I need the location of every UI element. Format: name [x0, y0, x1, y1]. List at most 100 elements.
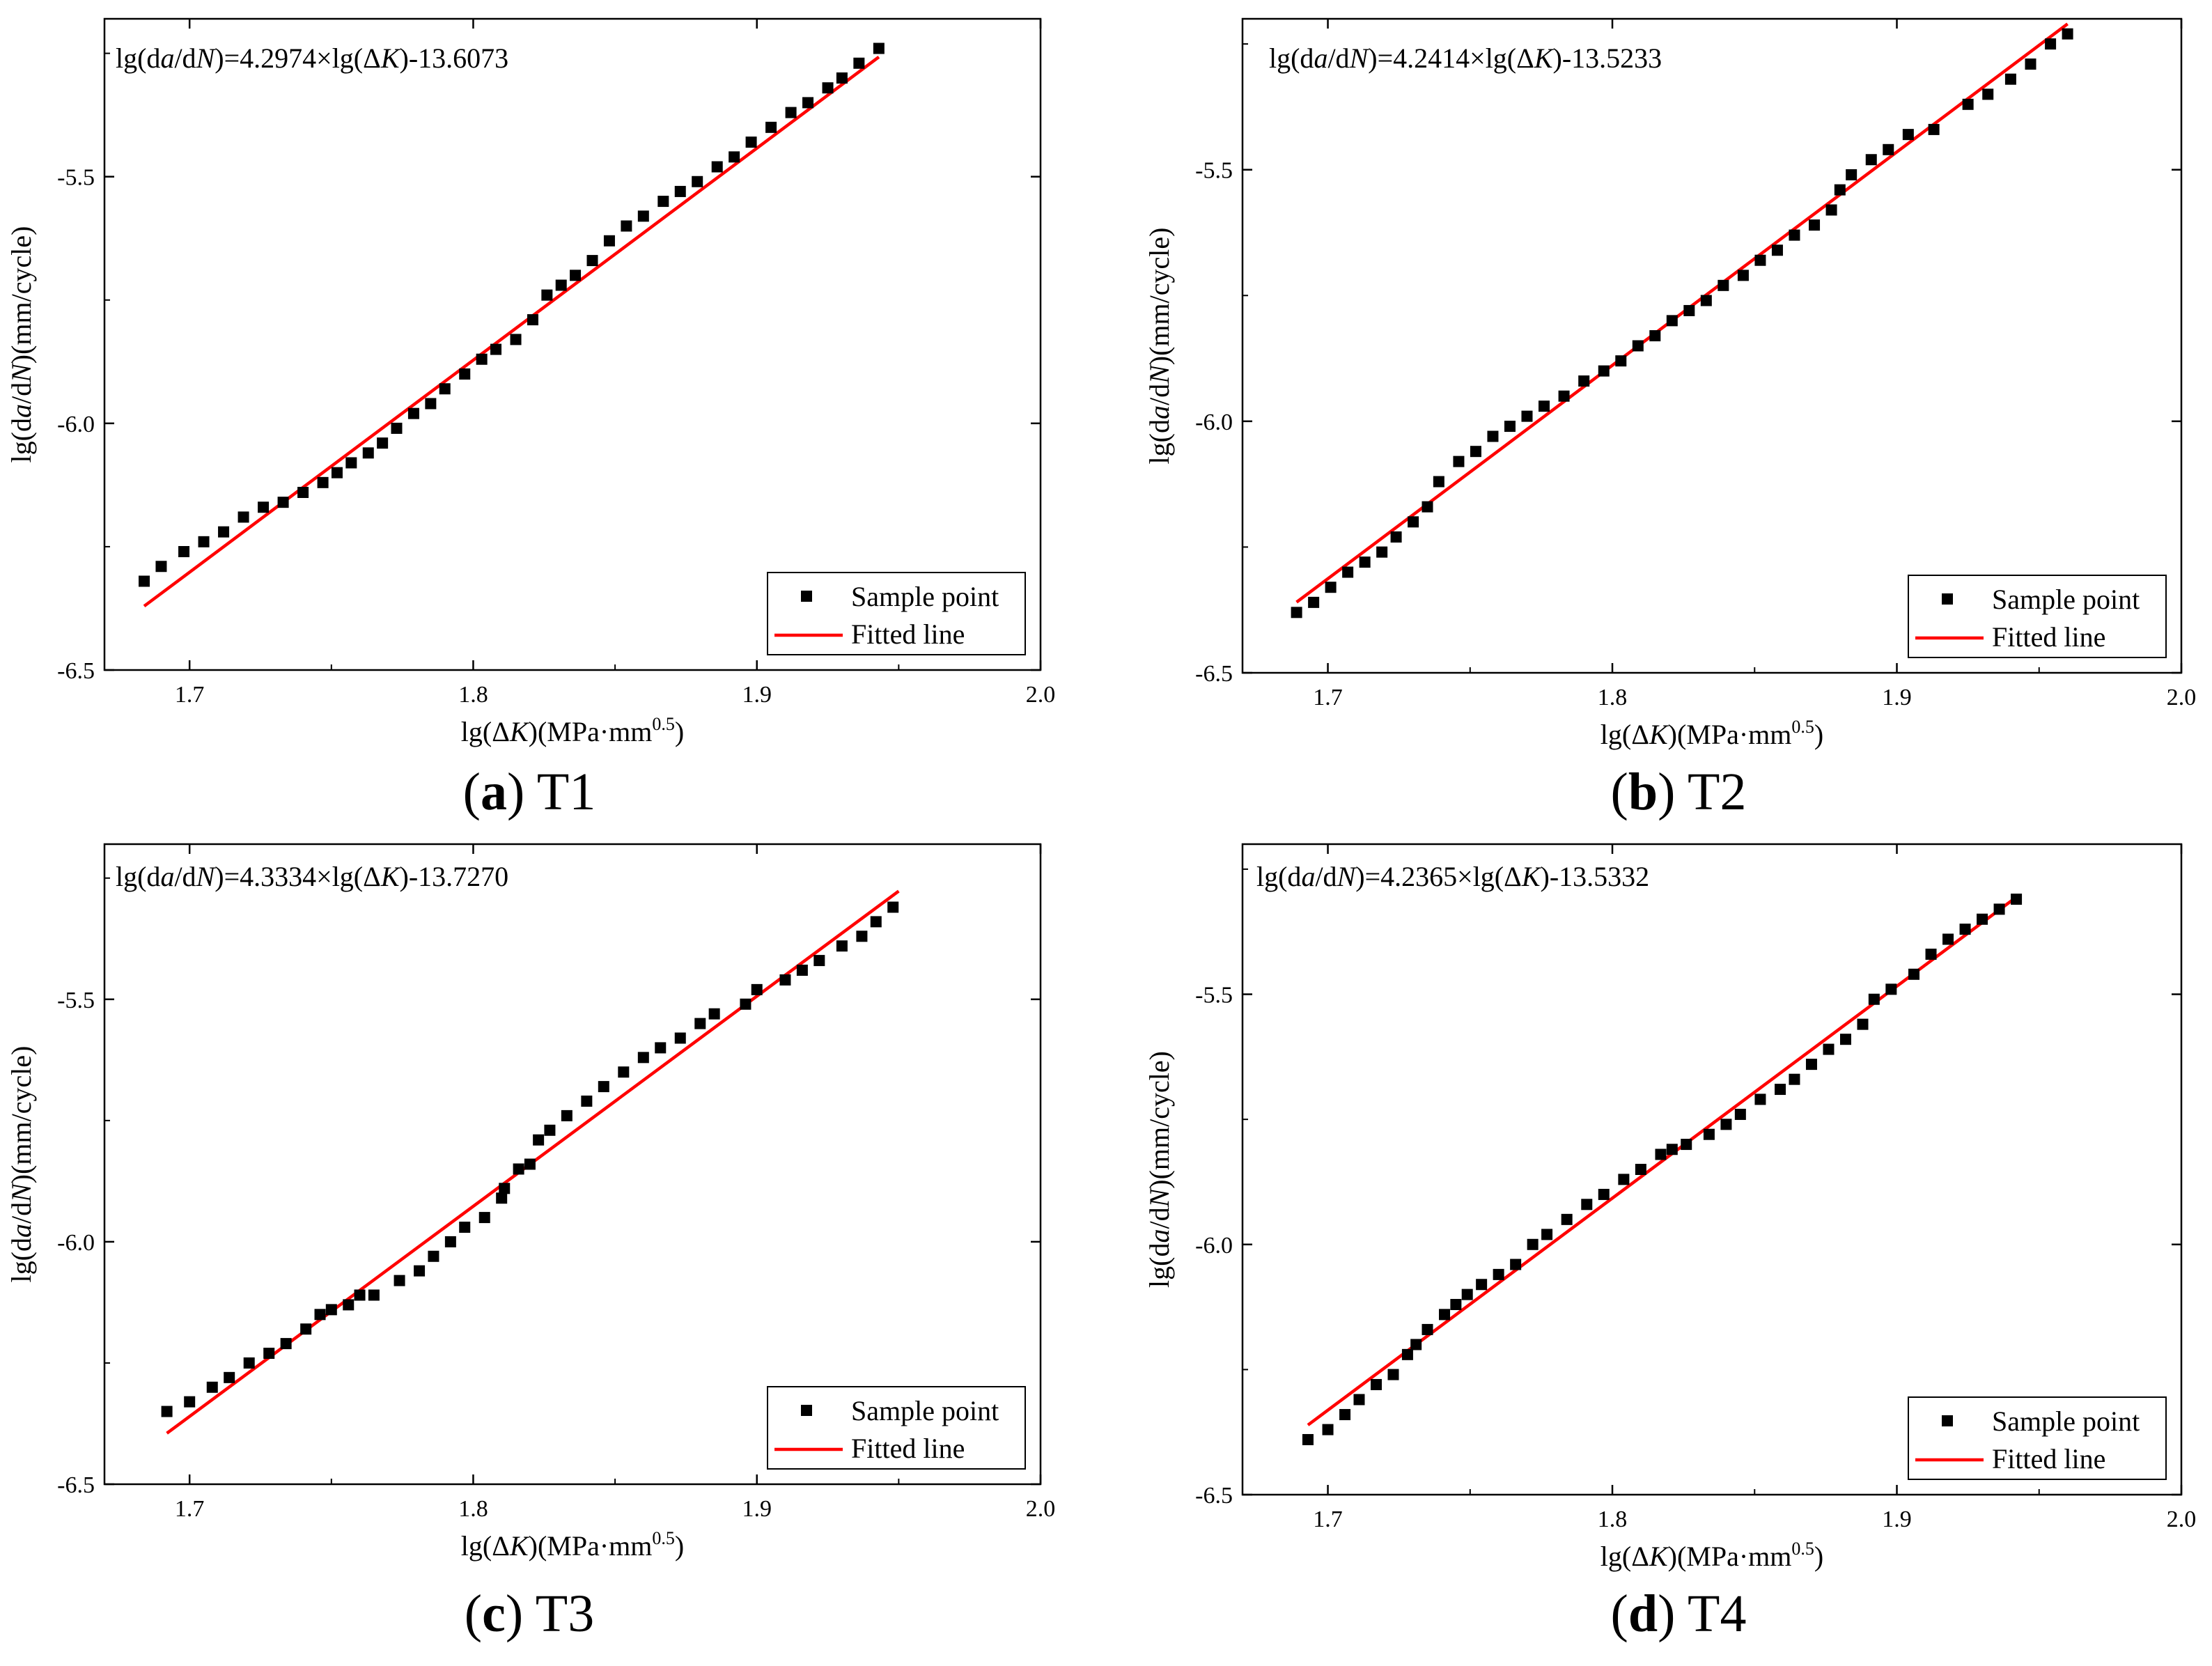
sample-point: [674, 185, 686, 197]
sample-point: [1942, 933, 1954, 945]
sample-point: [1868, 993, 1880, 1005]
sample-point: [637, 210, 649, 222]
x-axis-label: lg(ΔK)(MPa·mm0.5): [461, 1528, 684, 1562]
sample-point: [1615, 355, 1627, 367]
sample-point: [1754, 1093, 1766, 1105]
sample-point: [581, 1095, 593, 1107]
sample-point: [243, 1357, 255, 1369]
legend-fitted-label: Fitted line: [851, 618, 965, 650]
legend-sample-label: Sample point: [851, 581, 999, 612]
sample-point: [1598, 365, 1610, 377]
sample-point: [391, 422, 403, 434]
sample-point: [1977, 913, 1988, 925]
y-tick-label: -6.5: [57, 658, 95, 684]
legend: Sample point Fitted line: [767, 572, 1026, 655]
panel-caption: (a) T1: [463, 763, 596, 821]
y-axis-label: lg(da/dN)(mm/cycle): [6, 1046, 37, 1283]
sample-point: [1470, 446, 1481, 458]
sample-point: [674, 1032, 686, 1044]
sample-point: [1408, 516, 1419, 528]
legend-box: [1908, 575, 2167, 658]
sample-point: [1805, 1059, 1817, 1071]
sample-point: [496, 1192, 508, 1204]
sample-point: [439, 383, 451, 395]
sample-point: [258, 501, 270, 513]
y-tick-label: -6.5: [1195, 661, 1233, 687]
sample-point: [544, 1124, 556, 1136]
sample-point: [533, 1134, 545, 1146]
y-tick-label: -5.5: [1195, 158, 1233, 184]
sample-point: [1504, 421, 1516, 433]
y-tick-label: -5.5: [1195, 983, 1233, 1009]
legend-fitted-label: Fitted line: [851, 1433, 965, 1464]
sample-point: [1302, 1433, 1314, 1445]
sample-point: [1737, 270, 1749, 281]
sample-point: [856, 931, 868, 942]
x-tick-label: 1.7: [1313, 685, 1343, 710]
sample-point: [139, 575, 150, 587]
sample-point: [1885, 983, 1897, 995]
sample-point: [618, 1066, 630, 1078]
sample-point: [1322, 1424, 1334, 1435]
sample-point: [1734, 1108, 1746, 1120]
sample-point: [1291, 607, 1302, 618]
sample-point: [1453, 456, 1465, 467]
legend: Sample point Fitted line: [767, 1386, 1026, 1470]
sample-point: [425, 398, 437, 410]
x-axis-label: lg(ΔK)(MPa·mm0.5): [461, 714, 684, 747]
x-tick-label: 1.9: [742, 1496, 772, 1522]
sample-point: [729, 151, 740, 163]
sample-point: [1771, 244, 1783, 256]
sample-point: [1908, 968, 1920, 980]
sample-point: [796, 965, 808, 976]
sample-point: [1581, 1199, 1593, 1210]
legend-marker-icon: [1942, 1415, 1953, 1426]
sample-point: [1487, 430, 1499, 442]
sample-point: [779, 974, 791, 986]
sample-point: [1635, 1164, 1646, 1175]
sample-point: [414, 1265, 426, 1277]
plot-frame: [1241, 17, 2183, 674]
sample-point: [1578, 375, 1590, 387]
sample-point: [657, 196, 669, 208]
chart-panel-t3: 1.7 1.8 1.9 2.0 -5.5 -6.0 -6.5 lg(da/dN)=4.3334…: [6, 843, 1055, 1643]
fitted-line: [1295, 22, 2069, 604]
sample-point: [1928, 123, 1940, 135]
sample-point: [368, 1289, 380, 1301]
plot-frame: [1241, 843, 2183, 1496]
sample-point: [1857, 1018, 1869, 1030]
sample-point: [541, 289, 553, 301]
y-axis-label: lg(da/dN)(mm/cycle): [6, 226, 37, 463]
sample-point: [1681, 1139, 1692, 1151]
sample-point: [1359, 556, 1371, 568]
fit-equation: lg(da/dN)=4.2414×lg(ΔK)-13.5233: [1269, 42, 1662, 74]
sample-point: [155, 561, 167, 573]
sample-point: [1789, 1073, 1800, 1085]
sample-point: [1598, 1188, 1610, 1200]
sample-point: [1325, 582, 1337, 593]
sample-point: [1493, 1268, 1504, 1280]
panel-caption: (c) T3: [465, 1585, 594, 1643]
sample-point: [603, 235, 615, 247]
sample-point: [317, 476, 329, 488]
y-tick-label: -6.0: [1195, 1233, 1233, 1259]
plot-frame: [103, 843, 1042, 1486]
sample-point: [802, 97, 814, 109]
sample-point: [853, 57, 865, 69]
sample-point: [836, 940, 848, 952]
y-tick-label: -6.5: [1195, 1483, 1233, 1509]
sample-point: [2025, 59, 2036, 70]
legend-fitted-label: Fitted line: [1992, 1443, 2105, 1474]
sample-point: [325, 1304, 337, 1316]
legend-sample-label: Sample point: [1992, 584, 2140, 615]
sample-point: [362, 447, 374, 459]
x-tick-label: 1.9: [1882, 1507, 1912, 1532]
legend: Sample point Fitted line: [1908, 1396, 2167, 1480]
x-tick-label: 1.8: [458, 1496, 488, 1522]
chart-panel-t2: 1.7 1.8 1.9 2.0 -5.5 -6.0 -6.5 lg(da/dN)=4.2414…: [1144, 17, 2196, 821]
sample-point: [1700, 295, 1712, 306]
legend-marker-icon: [1942, 593, 1953, 605]
sample-point: [1649, 330, 1661, 342]
sample-point: [513, 1163, 524, 1175]
